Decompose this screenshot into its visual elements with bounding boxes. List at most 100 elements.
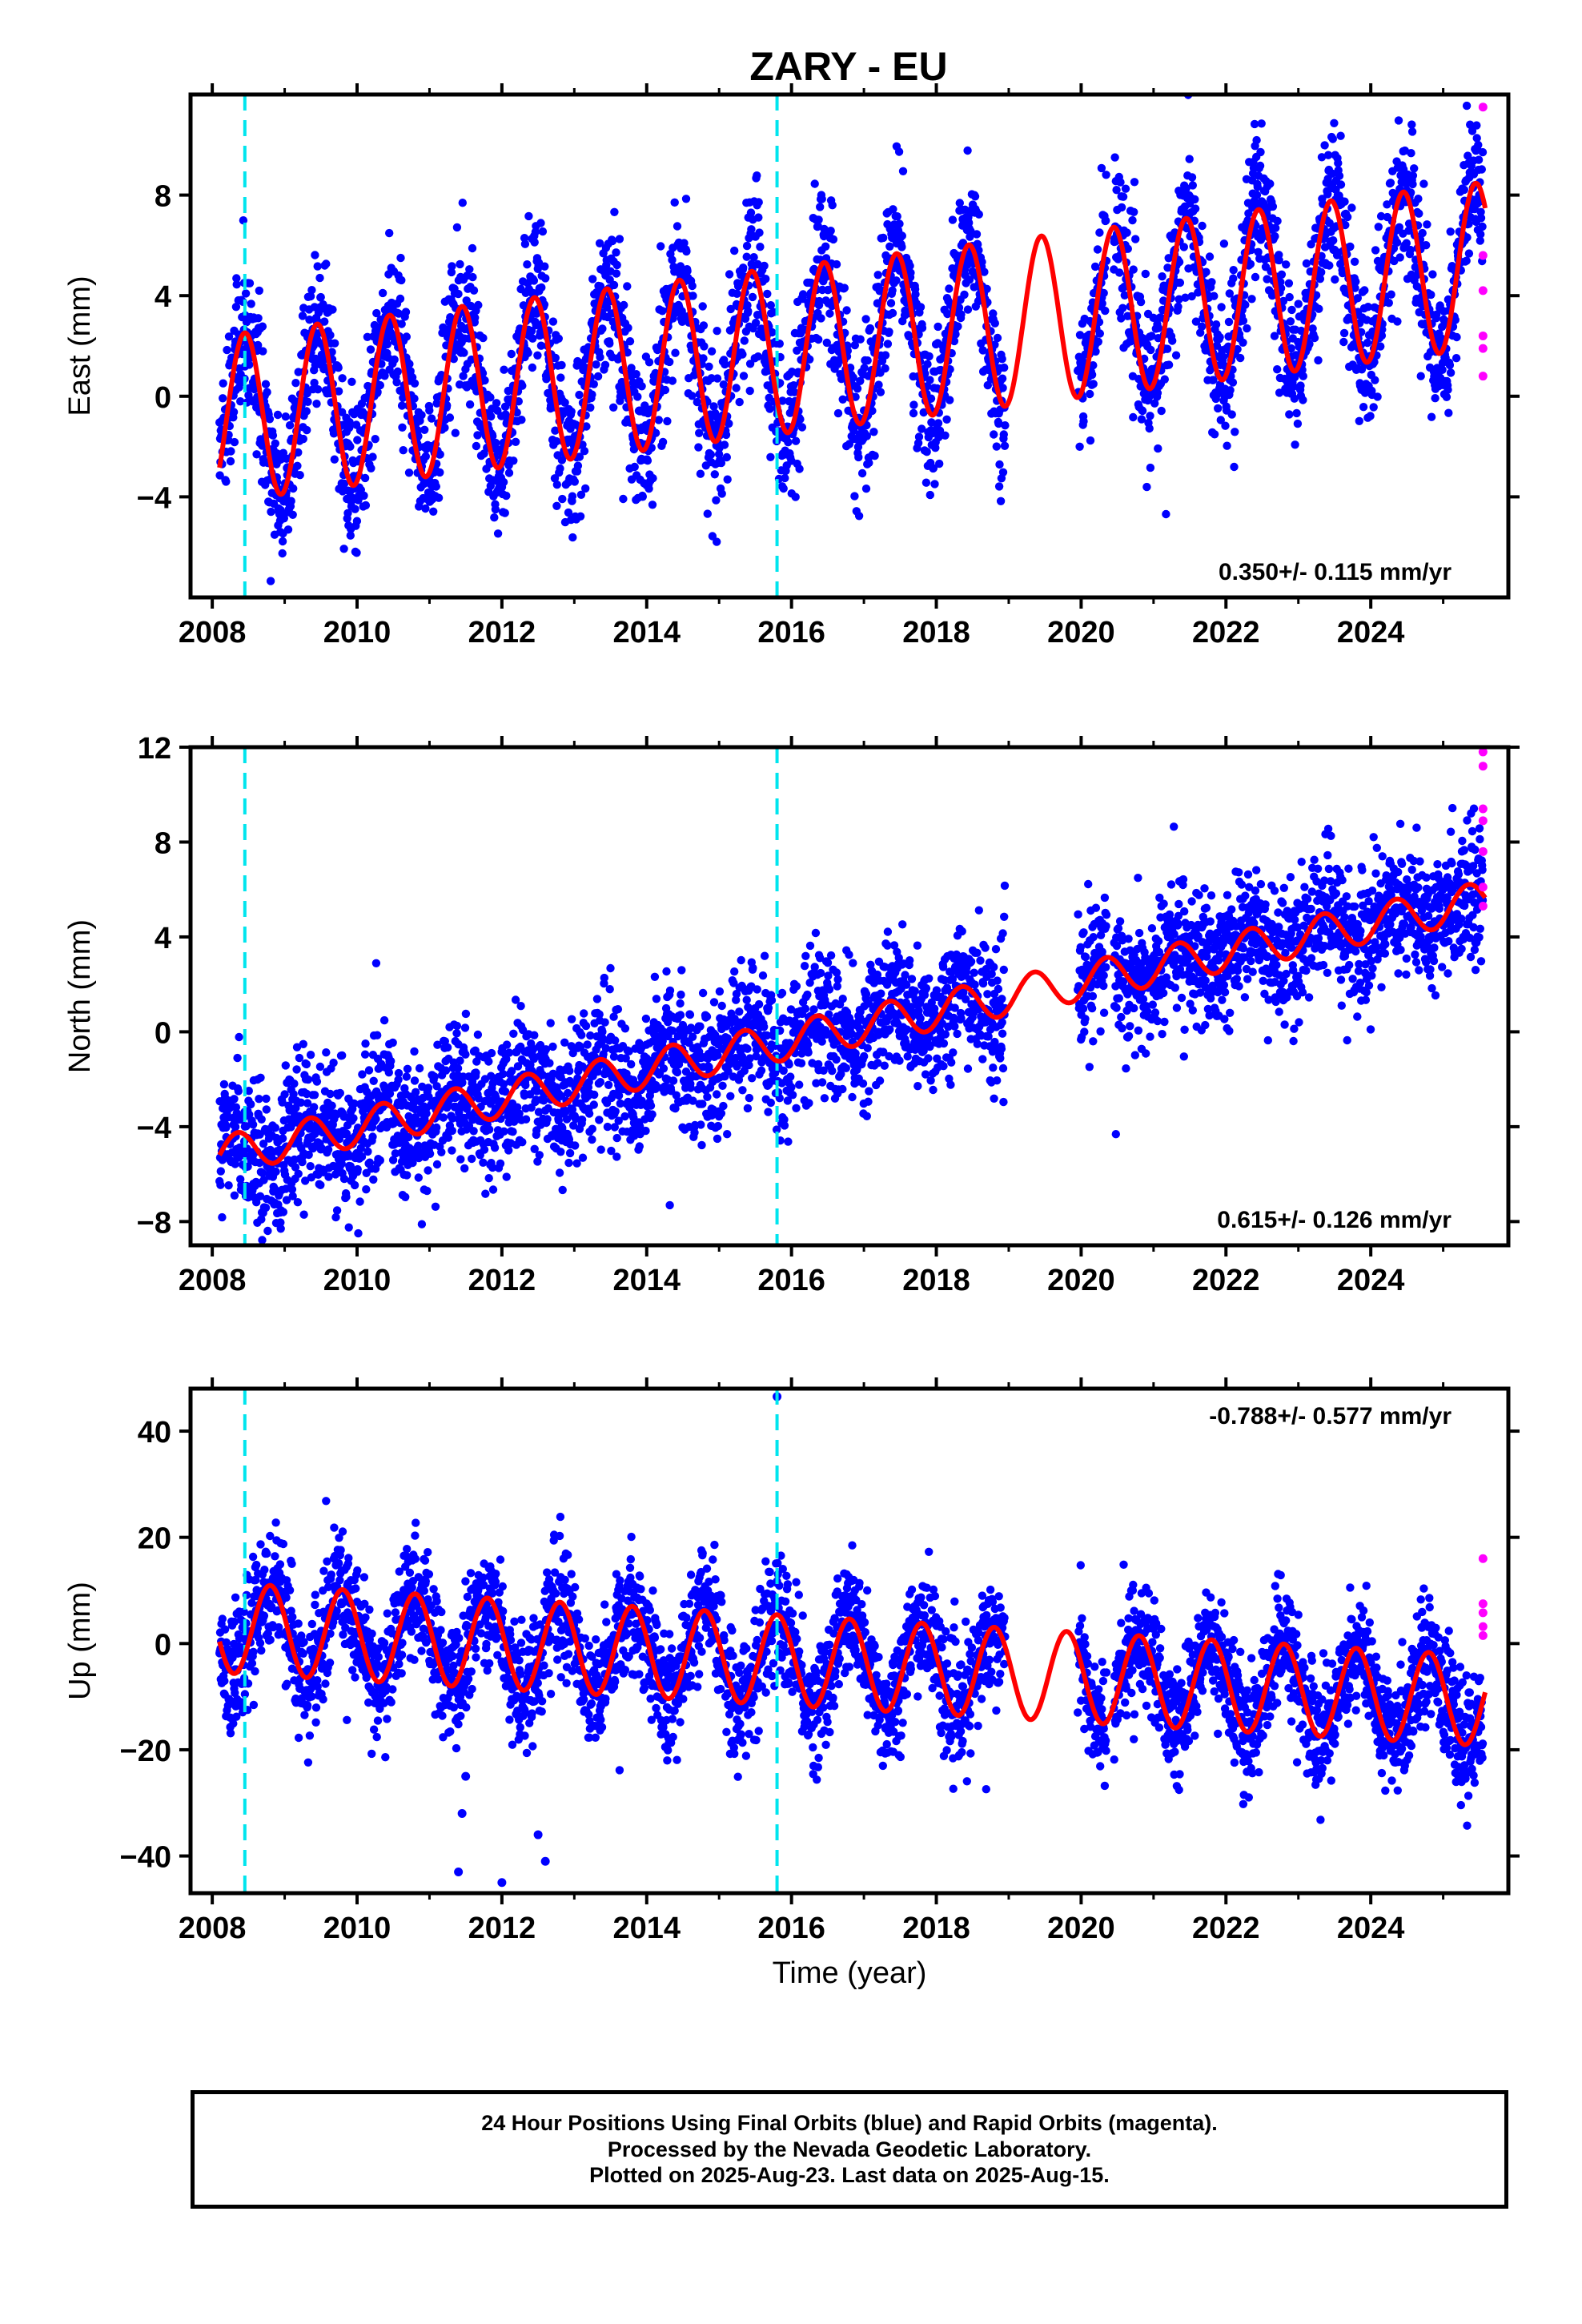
east-final-point — [1174, 295, 1183, 304]
north-final-point — [481, 1189, 490, 1198]
east-final-point — [1187, 292, 1196, 301]
east-final-point — [746, 208, 756, 217]
east-final-point — [436, 468, 444, 477]
east-final-point — [394, 309, 404, 318]
north-final-point — [558, 1185, 567, 1195]
east-final-point — [1408, 171, 1418, 180]
north-final-point — [350, 1180, 359, 1190]
east-final-point — [633, 392, 642, 401]
east-final-point — [339, 545, 348, 553]
east-final-point — [996, 497, 1006, 505]
east-final-point — [625, 337, 635, 346]
east-final-point — [707, 347, 717, 356]
north-final-point — [371, 1115, 380, 1124]
east-final-point — [926, 376, 934, 384]
east-final-point — [1275, 255, 1283, 265]
north-final-point — [606, 963, 615, 973]
east-final-point — [817, 314, 825, 323]
east-final-point — [552, 501, 561, 510]
east-final-point — [1259, 199, 1268, 208]
east-final-point — [1446, 368, 1456, 377]
east-final-point — [1438, 365, 1447, 374]
east-final-point — [380, 372, 389, 380]
north-final-point — [303, 1075, 313, 1084]
north-final-point — [293, 1198, 303, 1207]
east-final-point — [1462, 256, 1471, 265]
east-final-point — [856, 376, 865, 385]
east-final-point — [285, 420, 295, 430]
east-final-point — [366, 345, 375, 354]
east-final-point — [527, 327, 536, 336]
north-final-point — [403, 1064, 412, 1074]
east-final-point — [768, 328, 777, 337]
north-final-point — [312, 1077, 322, 1086]
east-x-tick-label: 2016 — [757, 616, 825, 649]
east-final-point — [637, 382, 646, 391]
north-final-point — [480, 1145, 489, 1154]
east-final-point — [271, 439, 279, 448]
north-final-point — [373, 1031, 382, 1039]
east-plot-frame — [188, 92, 1511, 600]
east-final-point — [1323, 190, 1332, 199]
east-final-point — [1384, 299, 1394, 308]
east-final-point — [895, 219, 904, 228]
north-final-point — [588, 1124, 596, 1133]
east-final-point — [930, 480, 939, 489]
east-final-point — [658, 307, 667, 316]
east-final-point — [1336, 180, 1346, 189]
east-final-point — [1293, 419, 1303, 428]
east-final-point — [538, 227, 548, 236]
east-final-point — [740, 336, 749, 345]
east-final-point — [1175, 278, 1185, 287]
north-final-point — [425, 1149, 435, 1159]
east-final-point — [680, 239, 689, 247]
east-final-point — [1394, 116, 1403, 125]
north-final-point — [252, 1198, 261, 1207]
east-final-point — [1338, 268, 1347, 278]
east-final-point — [421, 452, 430, 461]
east-final-point — [1407, 120, 1416, 129]
north-final-point — [304, 1150, 313, 1160]
east-final-point — [1472, 134, 1481, 143]
east-final-orbit-points — [215, 94, 1488, 585]
east-final-point — [615, 235, 624, 243]
east-final-point — [1102, 216, 1110, 225]
east-final-point — [491, 505, 500, 514]
east-final-point — [469, 286, 479, 295]
east-final-point — [582, 422, 591, 431]
east-final-point — [1145, 424, 1154, 433]
north-final-point — [329, 1058, 338, 1068]
east-final-point — [488, 432, 497, 440]
east-final-point — [1419, 179, 1428, 188]
east-final-point — [596, 352, 604, 362]
east-final-point — [865, 324, 875, 333]
east-final-point — [1329, 236, 1338, 245]
east-final-point — [1188, 181, 1198, 190]
east-final-point — [699, 354, 708, 363]
east-final-point — [564, 508, 573, 517]
east-final-point — [1153, 388, 1162, 397]
north-final-point — [258, 1168, 267, 1178]
east-x-tick-label: 2018 — [902, 616, 970, 649]
east-final-point — [623, 348, 632, 357]
east-final-point — [1248, 203, 1257, 212]
east-final-point — [291, 379, 300, 388]
east-final-point — [352, 517, 362, 525]
east-final-point — [713, 374, 722, 383]
east-final-point — [1228, 378, 1238, 387]
east-final-point — [1205, 252, 1215, 261]
north-final-point — [417, 1220, 427, 1228]
east-final-point — [373, 388, 382, 396]
east-final-point — [459, 372, 468, 380]
north-final-point — [439, 1113, 448, 1122]
east-final-point — [1328, 135, 1338, 143]
east-final-point — [1395, 253, 1404, 262]
east-final-point — [1118, 304, 1127, 312]
east-final-point — [670, 198, 679, 207]
east-final-point — [1406, 245, 1415, 255]
east-final-point — [682, 247, 691, 256]
east-final-point — [474, 300, 483, 310]
east-final-point — [334, 364, 343, 372]
